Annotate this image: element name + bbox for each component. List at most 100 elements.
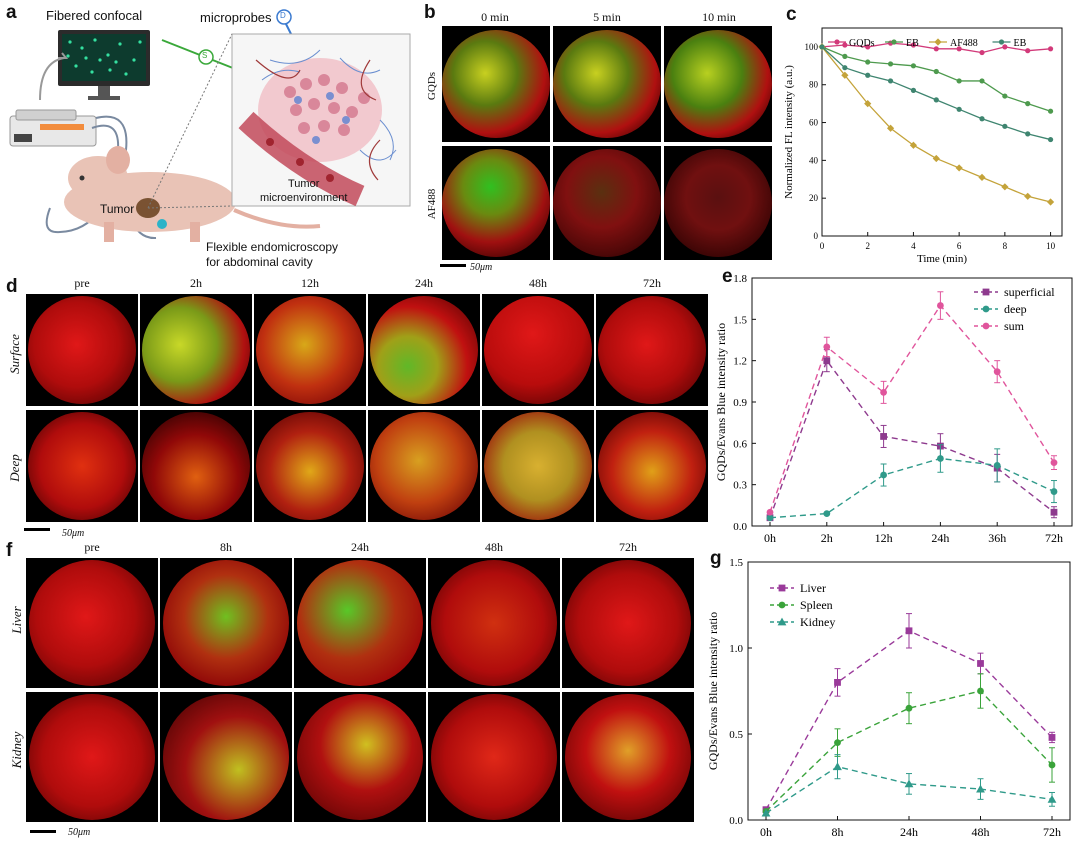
chart-g-point-s1-3 [977, 687, 984, 695]
probe-s-label: S [202, 51, 208, 60]
chart-e-point-s2-0 [766, 508, 774, 516]
panel_d-micrograph-r0-c5 [596, 294, 708, 406]
chart-e-point-s1-1 [823, 510, 831, 517]
chart-c-point-s0-2 [865, 44, 871, 50]
monitor-icon [58, 30, 150, 100]
panel_d-micrograph-r0-c2 [254, 294, 366, 406]
chart-c-point-s3-7 [979, 116, 985, 122]
chart-e-point-s0-1 [823, 357, 831, 365]
chart-g-legend-label-2: Kidney [800, 615, 835, 629]
panel_d-micrograph-r1-c5 [596, 410, 708, 522]
chart-c-point-s3-6 [956, 106, 962, 112]
chart-e-point-s2-4 [993, 368, 1001, 376]
panel_d-micrograph-r1-c3 [368, 410, 480, 522]
tumor-label: Tumor [100, 202, 135, 216]
panel_f-micrograph-r1-c4 [562, 692, 694, 822]
chart-g-legend-label-1: Spleen [800, 598, 833, 612]
flex-endo-label-2: for abdominal cavity [206, 255, 313, 269]
panel_d-micrograph-field-r0-c1 [142, 296, 250, 404]
chart-c-point-s3-2 [865, 72, 871, 78]
panel-f-scale-bar [30, 830, 56, 833]
panel_d-micrograph-r1-c2 [254, 410, 366, 522]
chart-c-ytick-label-1: 20 [809, 193, 819, 203]
panel_f-time-2: 24h [351, 540, 369, 554]
chart-e-xtick-label-0: 0h [764, 531, 776, 545]
chart-c-point-s0-4 [910, 42, 917, 48]
panel-d-scale-bar [24, 528, 50, 531]
chart-e-xtick-label-1: 2h [821, 531, 833, 545]
chart-c-legend-label-0: GQDs [849, 38, 875, 49]
chart-c-ylabel: Normalized FL intensity (a.u.) [783, 65, 795, 199]
panel_d-micrograph-field-r0-c0 [28, 296, 136, 404]
flex-endo-label-1: Flexible endomicroscopy [206, 240, 339, 254]
panel_f-micrograph-r1-c0 [26, 692, 158, 822]
tumor-microenvironment-icon [238, 49, 397, 207]
chart-c-xtick-label-1: 2 [865, 241, 870, 251]
panel_d-micrograph-field-r1-c2 [256, 412, 364, 520]
panel_f-time-0: pre [84, 540, 100, 554]
panel_d-micrograph-field-r0-c3 [370, 296, 478, 404]
chart-g-xtick-label-2: 24h [900, 825, 918, 839]
chart-e-series-line-2 [769, 304, 1055, 513]
micrograph-b-af488-0 [442, 146, 550, 260]
chart-c-point-s3-3 [887, 78, 894, 84]
micrograph-b-af488-1 [553, 146, 661, 260]
chart-c-point-s1-4 [910, 63, 917, 69]
microprobes-label: microprobes [200, 10, 272, 25]
panel_d-micrograph-r0-c4 [482, 294, 594, 406]
chart-e-point-s1-2 [880, 471, 887, 479]
panel_f-micrograph-r0-c3 [428, 558, 560, 688]
chart-c-point-s1-1 [842, 53, 848, 59]
chart-e-point-s1-3 [937, 455, 944, 462]
panel_f-micrograph-field-r0-c1 [163, 560, 289, 686]
panel_d-micrograph-r0-c1 [140, 294, 252, 406]
chart-e-ytick-label-2: 0.6 [733, 438, 747, 450]
panel_d-time-4: 48h [529, 276, 547, 290]
panel-letter-b: b [424, 2, 436, 23]
chart-g-legend-marker-2 [777, 617, 787, 626]
panel_d-time-1: 2h [190, 276, 202, 290]
chart-c-ytick-label-0: 0 [814, 231, 819, 241]
chart-g-xtick-label-1: 8h [832, 825, 844, 839]
chart-g-point-s1-4 [1048, 761, 1056, 769]
chart-c-frame [821, 27, 1063, 237]
chart-g-point-s0-4 [1048, 734, 1056, 741]
panel-letter-c: c [786, 4, 797, 25]
chart-e: 0h 2h 12h 24h 36h 72h 0.0 0.3 0.6 0.9 1.2 1.5 1.8 GQD… [714, 273, 1073, 545]
chart-e-legend-marker-2 [982, 322, 990, 330]
panel_d-micrograph-r1-c0 [26, 410, 138, 522]
chart-g-point-s2-1 [833, 762, 842, 771]
panel-f-row-kidney: Kidney [9, 731, 24, 769]
chart-c-point-s3-10 [1047, 136, 1054, 143]
panel-f-scale-label: 50μm [68, 827, 91, 838]
panel_f-micrograph-field-r0-c0 [29, 560, 155, 686]
chart-e-point-s2-2 [880, 388, 887, 396]
panel-d-row-deep: Deep [7, 454, 22, 482]
panel-a-svg [9, 9, 411, 242]
chart-g-series-line-2 [765, 765, 1053, 814]
chart-c-point-s0-1 [842, 42, 848, 48]
chart-g-point-s2-2 [904, 779, 914, 788]
chart-g-point-s2-0 [761, 808, 771, 817]
chart-c-point-s0-8 [1002, 44, 1008, 50]
chart-g-point-s0-2 [905, 627, 913, 635]
chart-e-ylabel: GQDs/Evans Blue intensity ratio [714, 323, 728, 481]
chart-c-ytick-label-4: 80 [809, 80, 819, 90]
chart-c-point-s0-10 [1047, 46, 1054, 52]
chart-c-point-s2-5 [932, 154, 940, 163]
panel_d-micrograph-r1-c1 [140, 410, 252, 522]
chart-c-point-s1-7 [979, 78, 985, 84]
panel-b-time-1: 5 min [593, 10, 621, 24]
chart-g-ytick-label-3: 1.5 [729, 557, 743, 569]
panel_d-micrograph-r0-c0 [26, 294, 138, 406]
chart-c-xtick-label-4: 8 [1003, 241, 1008, 251]
chart-e-legend-marker-1 [982, 305, 990, 313]
panel-a-illustration: Fibered confocal microprobes D S Tumor T… [0, 0, 418, 272]
chart-c-xtick-label-5: 10 [1046, 241, 1056, 251]
panel_f-micrograph-field-r1-c4 [565, 694, 691, 820]
panel_f-micrograph-field-r1-c3 [431, 694, 557, 820]
panel_d-micrograph-field-r1-c4 [484, 412, 592, 520]
panel_d-micrograph-field-r1-c1 [142, 412, 250, 520]
chart-e-ytick-label-6: 1.8 [733, 273, 747, 285]
chart-c-point-s1-2 [865, 59, 871, 65]
